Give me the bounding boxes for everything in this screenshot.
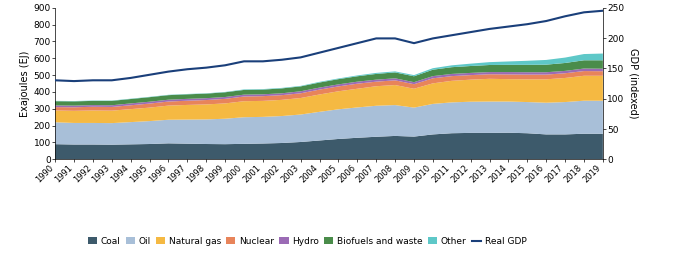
Real GDP: [127, 76, 135, 79]
Real GDP: [202, 66, 210, 69]
Legend: Coal, Oil, Natural gas, Nuclear, Hydro, Biofuels and waste, Other, Real GDP: Coal, Oil, Natural gas, Nuclear, Hydro, …: [88, 237, 526, 246]
Real GDP: [89, 79, 97, 82]
Real GDP: [466, 31, 475, 34]
Real GDP: [334, 46, 342, 49]
Y-axis label: Exajoules (EJ): Exajoules (EJ): [19, 50, 30, 117]
Real GDP: [316, 51, 324, 54]
Real GDP: [164, 70, 172, 73]
Real GDP: [70, 80, 78, 83]
Real GDP: [561, 15, 569, 18]
Line: Real GDP: Real GDP: [55, 11, 603, 81]
Real GDP: [486, 27, 494, 31]
Real GDP: [504, 25, 513, 28]
Real GDP: [107, 79, 116, 82]
Real GDP: [429, 37, 437, 40]
Real GDP: [580, 11, 588, 14]
Real GDP: [542, 20, 551, 23]
Real GDP: [240, 60, 248, 63]
Real GDP: [183, 68, 192, 71]
Real GDP: [296, 56, 305, 59]
Y-axis label: GDP (indexed): GDP (indexed): [628, 48, 638, 119]
Real GDP: [278, 58, 286, 61]
Real GDP: [145, 73, 154, 76]
Real GDP: [523, 23, 531, 26]
Real GDP: [391, 37, 399, 40]
Real GDP: [51, 79, 59, 82]
Real GDP: [259, 60, 267, 63]
Real GDP: [353, 42, 362, 45]
Real GDP: [410, 42, 418, 45]
Real GDP: [372, 37, 380, 40]
Real GDP: [448, 34, 456, 37]
Real GDP: [221, 64, 229, 67]
Real GDP: [599, 9, 607, 12]
